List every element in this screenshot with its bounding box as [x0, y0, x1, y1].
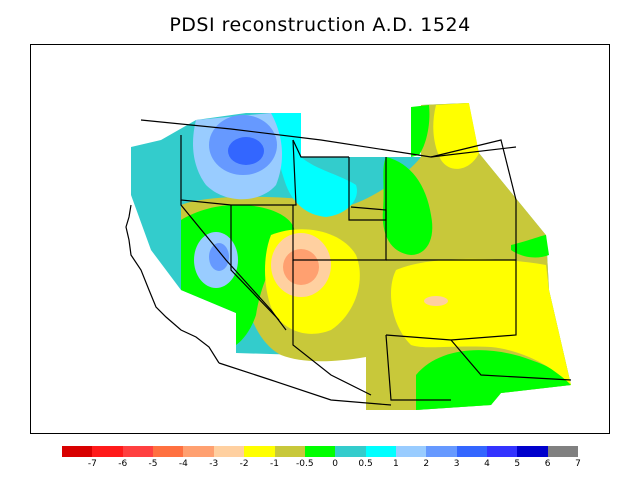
coastline — [125, 204, 220, 364]
pdsi-map — [125, 93, 572, 410]
legend-tick-label: 1 — [393, 459, 399, 469]
field-peach-east — [424, 296, 448, 306]
field-green-ne — [411, 105, 430, 157]
field-green-center — [382, 157, 433, 255]
legend-tick-label: 7 — [575, 459, 581, 469]
map-frame — [30, 44, 610, 434]
legend-swatch — [92, 446, 123, 457]
pdsi-field — [131, 93, 571, 410]
legend-tick-label: 5 — [514, 459, 521, 469]
tx-border — [450, 339, 572, 381]
field-blue-west — [209, 243, 229, 271]
legend-swatch — [487, 446, 518, 457]
legend-swatch — [153, 446, 184, 457]
plains-border — [430, 139, 517, 260]
nv-ut-border — [230, 205, 280, 321]
legend-tick-label: 0 — [332, 459, 339, 469]
legend-tick-label: -5 — [148, 459, 158, 469]
field-cyan-north — [271, 113, 357, 217]
legend-swatch — [426, 446, 457, 457]
co-nm-border — [385, 259, 517, 341]
field-darkblue-north — [228, 137, 264, 165]
field-yellow-se — [391, 258, 571, 385]
legend-tick-label: -4 — [178, 459, 188, 469]
page-title: PDSI reconstruction A.D. 1524 — [169, 14, 471, 36]
mt-border — [292, 139, 349, 158]
legend-tick-label: -7 — [87, 459, 97, 469]
legend-tick-label: -0.5 — [296, 459, 314, 469]
legend-tick-label: 3 — [453, 459, 460, 469]
legend-tick-label: 2 — [423, 459, 430, 469]
legend-labels: -7 -6 -5 -4 -3 -2 -1 -0.5 0 0.5 1 2 3 4 5 6 7 — [0, 459, 640, 473]
field-green-east — [511, 235, 549, 258]
legend-swatch — [304, 446, 336, 457]
boundaries — [125, 119, 572, 406]
legend-swatch — [274, 446, 305, 457]
legend-swatch — [456, 446, 488, 457]
legend-swatch — [183, 446, 214, 457]
us-canada-border — [140, 119, 517, 158]
legend-tick-label: 4 — [484, 459, 490, 469]
mexico-border — [218, 362, 392, 406]
legend-swatch — [547, 446, 579, 457]
az-border — [292, 260, 372, 396]
field-orange-center — [283, 249, 319, 285]
legend-swatch — [62, 446, 93, 457]
legend-tick-label: 0.5 — [358, 459, 373, 469]
legend-swatch — [244, 446, 275, 457]
wy-border — [348, 157, 387, 221]
legend-tick-label: -2 — [239, 459, 249, 469]
nm-border — [385, 334, 451, 401]
legend-swatch — [517, 446, 548, 457]
legend-swatch — [335, 446, 366, 457]
legend-swatch — [365, 446, 396, 457]
legend-tick-label: -3 — [209, 459, 219, 469]
color-legend — [62, 446, 579, 457]
legend-tick-label: -1 — [269, 459, 279, 469]
legend-swatch — [213, 446, 245, 457]
legend-swatch — [395, 446, 427, 457]
legend-tick-label: -6 — [118, 459, 128, 469]
field-green-south — [416, 350, 571, 410]
legend-tick-label: 6 — [544, 459, 551, 469]
legend-swatch — [122, 446, 154, 457]
